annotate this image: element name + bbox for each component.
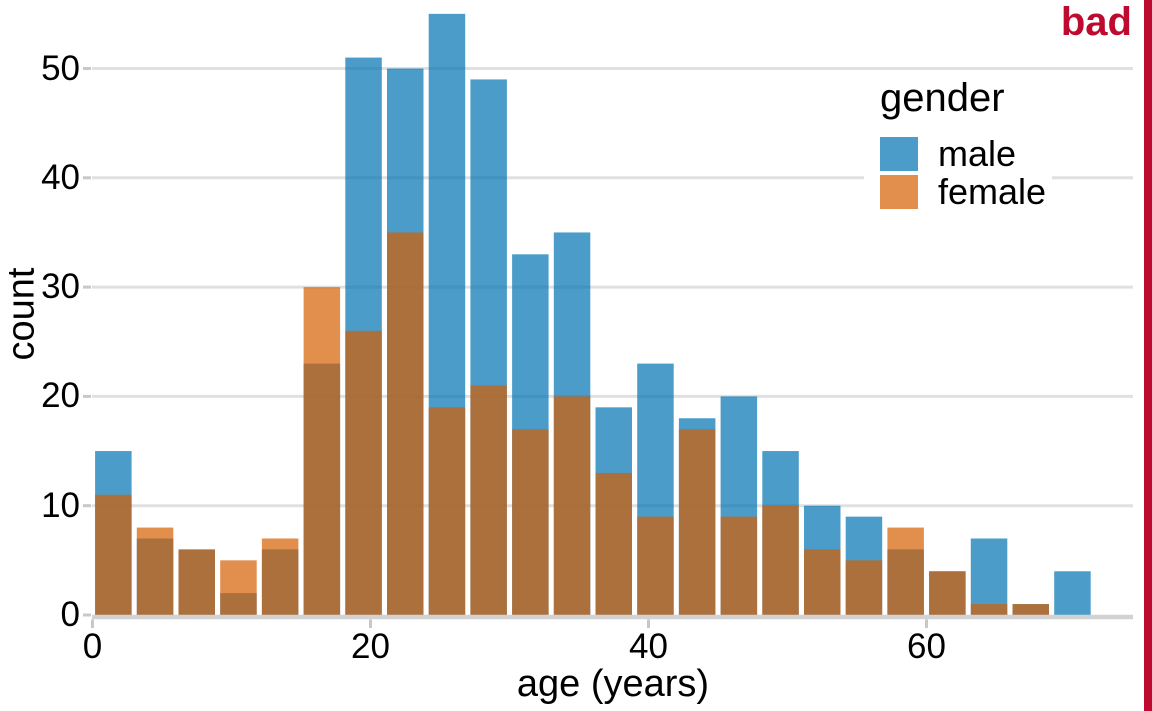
bar-female xyxy=(470,385,507,615)
legend-title: gender xyxy=(880,76,1005,120)
bar-female xyxy=(1012,604,1049,615)
bar-female xyxy=(929,571,966,615)
x-tick-label: 60 xyxy=(907,627,946,666)
x-tick-label: 20 xyxy=(351,627,390,666)
y-tick-label: 50 xyxy=(41,48,80,88)
bar-female xyxy=(136,527,174,615)
bar-female xyxy=(428,407,466,615)
bar-female xyxy=(887,527,924,615)
female-color-swatch xyxy=(880,175,918,209)
bar-male xyxy=(970,538,1008,615)
bar-female xyxy=(678,429,716,615)
bar-female xyxy=(970,604,1008,615)
bar-female xyxy=(720,516,758,615)
legend-entry-male: male xyxy=(880,133,1052,174)
red-edge-strip xyxy=(1144,0,1152,711)
y-tick-label: 10 xyxy=(41,485,80,525)
bad-annotation: bad xyxy=(1060,0,1132,44)
bar-female xyxy=(178,549,215,615)
legend: gender male female xyxy=(864,74,1052,222)
bar-female xyxy=(95,494,132,615)
legend-label-male: male xyxy=(938,133,1017,174)
bar-female xyxy=(637,516,674,615)
legend-label-female: female xyxy=(938,171,1047,212)
bar-female xyxy=(220,560,257,615)
bar-female xyxy=(762,505,799,615)
x-tick-label: 0 xyxy=(82,627,103,666)
bar-female xyxy=(595,472,632,615)
male-color-swatch xyxy=(880,137,918,171)
y-tick-label: 40 xyxy=(41,157,80,197)
bar-male xyxy=(1054,571,1091,615)
y-tick-label: 30 xyxy=(41,267,80,307)
bar-female xyxy=(845,560,883,615)
bar-female xyxy=(303,287,341,615)
x-tick-label: 40 xyxy=(629,627,668,666)
legend-entry-female: female xyxy=(880,171,1052,212)
bar-female xyxy=(261,538,299,615)
bar-female xyxy=(553,396,591,615)
y-tick-label: 0 xyxy=(60,595,80,634)
bar-female xyxy=(512,429,549,615)
y-tick-label: 20 xyxy=(41,376,80,416)
bar-female xyxy=(387,232,424,615)
bar-female xyxy=(804,549,841,615)
x-axis-title: age (years) xyxy=(516,663,710,705)
y-axis-title: count xyxy=(0,267,43,361)
bar-female xyxy=(345,330,382,615)
